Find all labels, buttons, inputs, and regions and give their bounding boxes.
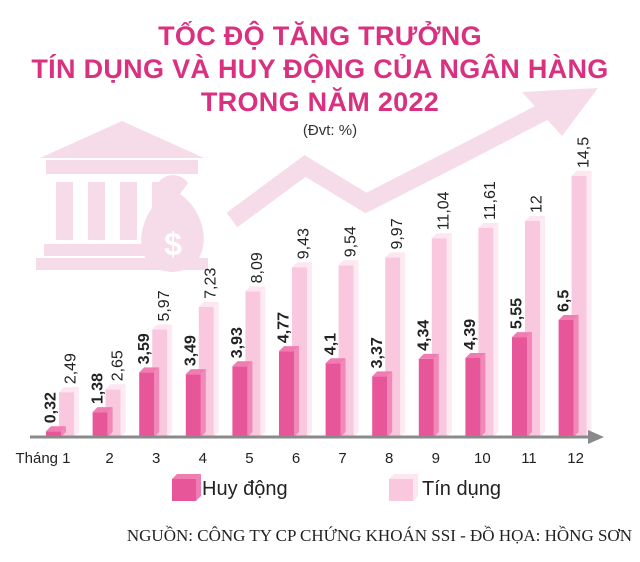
data-label-tin-dung-1: 2,49 <box>63 353 80 384</box>
bank-column-2 <box>88 182 105 240</box>
tick-label-7: 7 <box>338 450 346 467</box>
data-label-tin-dung-9: 11,04 <box>436 191 453 230</box>
data-label-tin-dung-3: 5,97 <box>156 290 173 321</box>
bank-roof <box>40 121 204 158</box>
data-label-huy-dong-11: 5,55 <box>509 298 526 329</box>
data-label-tin-dung-4: 7,23 <box>203 268 220 299</box>
data-label-tin-dung-11: 12 <box>529 195 546 213</box>
data-label-huy-dong-6: 4,77 <box>276 312 293 343</box>
title-line-3: TRONG NĂM 2022 <box>200 87 440 117</box>
data-label-huy-dong-4: 3,49 <box>183 335 200 366</box>
legend-swatch-huy-dong <box>172 474 201 501</box>
bar-huy-dong-4 <box>185 369 206 437</box>
decor-illustration: $ <box>36 88 598 272</box>
legend-label-huy-dong: Huy động <box>202 478 288 500</box>
data-label-tin-dung-2: 2,65 <box>109 350 126 381</box>
unit-label: (Đvt: %) <box>302 122 358 139</box>
bar-huy-dong-1 <box>46 426 66 437</box>
money-bag-top <box>158 175 188 194</box>
data-label-tin-dung-10: 11,61 <box>482 181 499 220</box>
x-axis-arrow-icon <box>588 430 604 444</box>
bar-huy-dong-6 <box>279 346 299 437</box>
data-label-tin-dung-5: 8,09 <box>249 252 266 283</box>
data-label-tin-dung-8: 9,97 <box>389 218 406 249</box>
tick-label-3: 3 <box>152 450 160 467</box>
data-label-huy-dong-8: 3,37 <box>369 337 386 368</box>
tick-label-1: Tháng 1 <box>15 450 70 467</box>
data-label-tin-dung-7: 9,54 <box>342 226 359 257</box>
tick-label-4: 4 <box>199 450 207 467</box>
bank-column-3 <box>120 182 137 240</box>
tick-label-12: 12 <box>567 450 584 467</box>
tick-label-9: 9 <box>432 450 440 467</box>
data-label-tin-dung-12: 14,5 <box>575 137 592 168</box>
bar-huy-dong-9 <box>418 353 439 437</box>
tick-label-10: 10 <box>474 450 491 467</box>
trend-arrow-icon <box>226 88 598 228</box>
bar-huy-dong-2 <box>92 407 113 437</box>
trend-arrowhead <box>522 88 598 136</box>
data-label-huy-dong-12: 6,5 <box>555 290 572 312</box>
tick-label-2: 2 <box>105 450 113 467</box>
data-label-huy-dong-2: 1,38 <box>89 373 106 404</box>
title-line-1: TỐC ĐỘ TĂNG TRƯỞNG <box>158 21 482 51</box>
bar-huy-dong-12 <box>558 315 579 437</box>
bar-huy-dong-10 <box>465 352 486 437</box>
title-line-2: TÍN DỤNG VÀ HUY ĐỘNG CỦA NGÂN HÀNG <box>31 54 609 84</box>
data-label-tin-dung-6: 9,43 <box>296 228 313 259</box>
chart-title: TỐC ĐỘ TĂNG TRƯỞNG TÍN DỤNG VÀ HUY ĐỘNG … <box>0 20 640 119</box>
data-label-huy-dong-9: 4,34 <box>416 320 433 351</box>
legend-swatch-tin-dung <box>389 474 418 501</box>
tick-label-8: 8 <box>385 450 393 467</box>
bar-huy-dong-8 <box>372 371 393 437</box>
data-label-huy-dong-3: 3,59 <box>136 333 153 364</box>
bar-huy-dong-5 <box>232 361 253 437</box>
source-note: NGUỒN: CÔNG TY CP CHỨNG KHOÁN SSI - ĐỒ H… <box>126 526 632 545</box>
data-label-huy-dong-7: 4,1 <box>322 333 339 355</box>
tick-label-5: 5 <box>245 450 253 467</box>
bank-beam <box>46 160 198 174</box>
bank-column-1 <box>56 182 73 240</box>
data-label-huy-dong-10: 4,39 <box>462 319 479 350</box>
legend-label-tin-dung: Tín dụng <box>422 478 501 500</box>
data-label-huy-dong-1: 0,32 <box>43 392 60 423</box>
dollar-sign-icon: $ <box>164 226 182 262</box>
bar-tin-dung-1 <box>59 387 79 437</box>
money-bag-body <box>141 194 204 272</box>
trend-arrow-line <box>226 102 552 228</box>
tick-label-11: 11 <box>521 450 537 467</box>
money-bag-icon: $ <box>141 175 204 272</box>
bar-huy-dong-7 <box>325 358 346 437</box>
bar-huy-dong-3 <box>139 367 160 437</box>
tick-label-6: 6 <box>292 450 300 467</box>
data-label-huy-dong-5: 3,93 <box>229 327 246 358</box>
bar-huy-dong-11 <box>512 332 532 437</box>
